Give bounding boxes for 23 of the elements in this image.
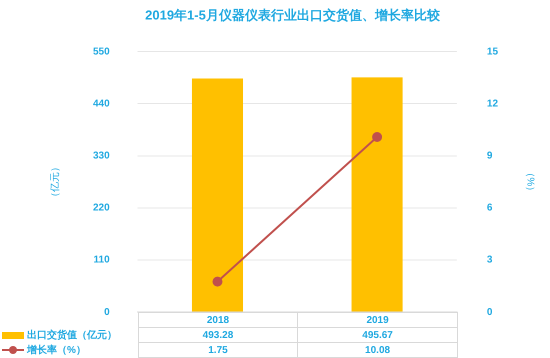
data-label: 1.75 [138, 342, 298, 358]
y-tick-label: 220 [92, 202, 110, 214]
legend-label: 增长率（%） [26, 345, 86, 356]
y-tick-label: 440 [92, 98, 110, 110]
y2-tick-label: 3 [486, 254, 493, 266]
y2-tick-label: 15 [486, 46, 498, 58]
y2-tick-label: 9 [486, 150, 493, 162]
y2-axis-title: （%） [524, 167, 536, 196]
x-tick-label: 2018 [138, 312, 298, 328]
y-tick-label: 0 [104, 306, 110, 318]
data-label: 10.08 [298, 342, 458, 358]
data-label: 493.28 [138, 328, 298, 342]
chart-title: 2019年1-5月仪器仪表行业出口交货值、增长率比较 [145, 7, 441, 22]
y2-tick-label: 0 [486, 306, 493, 318]
y2-tick-label: 6 [486, 202, 493, 214]
y-axis-title: （亿元） [50, 162, 61, 202]
legend-label: 出口交货值（亿元） [26, 330, 117, 341]
data-label: 495.67 [298, 328, 458, 342]
x-tick-label: 2019 [298, 312, 458, 328]
y2-tick-label: 12 [486, 98, 498, 110]
y-tick-label: 110 [94, 254, 110, 266]
y-tick-label: 330 [92, 150, 110, 162]
y-tick-label: 550 [92, 46, 110, 58]
